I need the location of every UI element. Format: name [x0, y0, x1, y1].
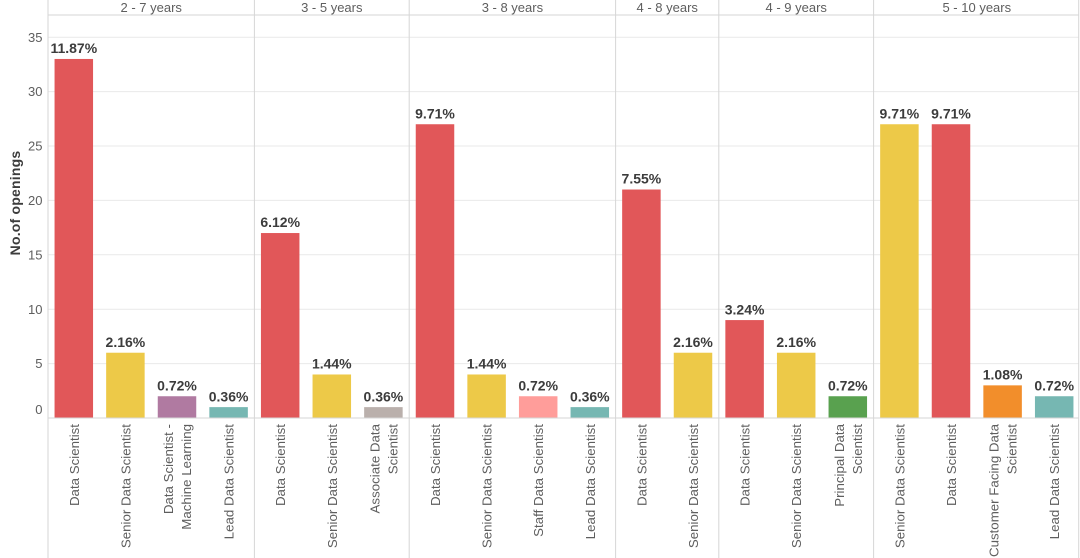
svg-text:Data Scientist: Data Scientist — [634, 424, 649, 506]
svg-text:1.44%: 1.44% — [467, 356, 507, 372]
svg-text:2.16%: 2.16% — [776, 334, 816, 350]
svg-text:35: 35 — [28, 30, 42, 45]
svg-text:Senior Data Scientist: Senior Data Scientist — [325, 424, 340, 548]
svg-text:25: 25 — [28, 139, 42, 154]
svg-text:11.87%: 11.87% — [50, 40, 97, 56]
svg-text:Data Scientist: Data Scientist — [944, 424, 959, 506]
svg-text:0.72%: 0.72% — [518, 377, 558, 393]
svg-text:3.24%: 3.24% — [725, 301, 765, 317]
svg-text:30: 30 — [28, 84, 42, 99]
svg-text:3 - 8 years: 3 - 8 years — [482, 0, 544, 15]
svg-text:4 - 8 years: 4 - 8 years — [636, 0, 698, 15]
svg-text:5 - 10 years: 5 - 10 years — [942, 0, 1011, 15]
svg-text:0.72%: 0.72% — [157, 377, 197, 393]
svg-text:6.12%: 6.12% — [260, 214, 300, 230]
svg-text:Data Scientist: Data Scientist — [428, 424, 443, 506]
svg-text:2.16%: 2.16% — [106, 334, 146, 350]
svg-text:Senior Data Scientist: Senior Data Scientist — [480, 424, 495, 548]
svg-text:Senior Data Scientist: Senior Data Scientist — [686, 424, 701, 548]
svg-text:Staff Data Scientist: Staff Data Scientist — [531, 424, 546, 537]
svg-text:0: 0 — [35, 402, 42, 417]
svg-text:0.36%: 0.36% — [209, 388, 249, 404]
svg-text:2.16%: 2.16% — [673, 334, 713, 350]
svg-text:Data Scientist: Data Scientist — [67, 424, 82, 506]
svg-text:2 - 7 years: 2 - 7 years — [120, 0, 182, 15]
svg-text:9.71%: 9.71% — [415, 105, 455, 121]
svg-text:9.71%: 9.71% — [880, 105, 920, 121]
svg-text:0.36%: 0.36% — [570, 388, 610, 404]
svg-text:4 - 9 years: 4 - 9 years — [765, 0, 827, 15]
svg-text:1.08%: 1.08% — [983, 367, 1023, 383]
svg-text:7.55%: 7.55% — [622, 171, 662, 187]
svg-text:1.44%: 1.44% — [312, 356, 352, 372]
svg-text:15: 15 — [28, 247, 42, 262]
svg-text:0.72%: 0.72% — [828, 377, 868, 393]
svg-text:5: 5 — [35, 356, 42, 371]
svg-text:Data Scientist: Data Scientist — [273, 424, 288, 506]
svg-text:Senior Data Scientist: Senior Data Scientist — [789, 424, 804, 548]
svg-text:0.72%: 0.72% — [1034, 377, 1074, 393]
svg-text:3 - 5 years: 3 - 5 years — [301, 0, 363, 15]
svg-text:9.71%: 9.71% — [931, 105, 971, 121]
svg-text:10: 10 — [28, 302, 42, 317]
svg-text:20: 20 — [28, 193, 42, 208]
svg-text:No.of openings: No.of openings — [7, 151, 23, 256]
svg-text:Lead Data Scientist: Lead Data Scientist — [583, 424, 598, 540]
svg-text:Senior Data Scientist: Senior Data Scientist — [118, 424, 133, 548]
svg-text:Data Scientist: Data Scientist — [738, 424, 753, 506]
svg-text:0.36%: 0.36% — [364, 388, 404, 404]
svg-text:Senior Data Scientist: Senior Data Scientist — [892, 424, 907, 548]
svg-text:Lead Data Scientist: Lead Data Scientist — [1047, 424, 1062, 540]
svg-text:Lead Data Scientist: Lead Data Scientist — [222, 424, 237, 540]
